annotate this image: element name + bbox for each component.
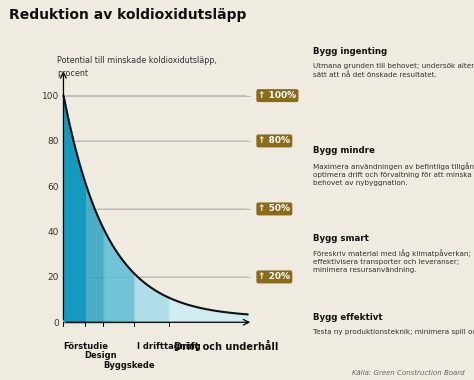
Text: Föreskriv material med låg klimatpåverkan;
effektivisera transporter och leveran: Föreskriv material med låg klimatpåverka…: [313, 250, 471, 273]
Text: Maximera användningen av befintliga tillgångar;
optimera drift och förvaltning f: Maximera användningen av befintliga till…: [313, 162, 474, 186]
Text: Utmana grunden till behovet; undersök alternativa
sätt att nå det önskade result: Utmana grunden till behovet; undersök al…: [313, 63, 474, 78]
Text: ↑ 20%: ↑ 20%: [258, 272, 291, 282]
Text: Bygg smart: Bygg smart: [313, 234, 369, 243]
Text: I drifttagning: I drifttagning: [137, 342, 201, 351]
Text: Reduktion av koldioxidutsläpp: Reduktion av koldioxidutsläpp: [9, 8, 247, 22]
Text: ↑ 100%: ↑ 100%: [258, 91, 296, 100]
Text: ↑ 50%: ↑ 50%: [258, 204, 291, 214]
Text: procent: procent: [57, 69, 88, 78]
Text: Byggskede: Byggskede: [103, 361, 155, 370]
Text: Potential till minskade koldioxidutsläpp,: Potential till minskade koldioxidutsläpp…: [57, 55, 217, 65]
Text: Förstudie: Förstudie: [64, 342, 109, 351]
Text: Källa: Green Construction Board: Källa: Green Construction Board: [352, 370, 465, 376]
Text: Bygg mindre: Bygg mindre: [313, 146, 375, 155]
Text: Testa ny produktionsteknik; minimera spill och avfall.: Testa ny produktionsteknik; minimera spi…: [313, 329, 474, 336]
Text: Bygg ingenting: Bygg ingenting: [313, 48, 387, 57]
Text: ↑ 80%: ↑ 80%: [258, 136, 291, 146]
Text: Bygg effektivt: Bygg effektivt: [313, 314, 383, 323]
Text: Drift och underhåll: Drift och underhåll: [174, 342, 278, 352]
Text: Design: Design: [85, 352, 117, 361]
